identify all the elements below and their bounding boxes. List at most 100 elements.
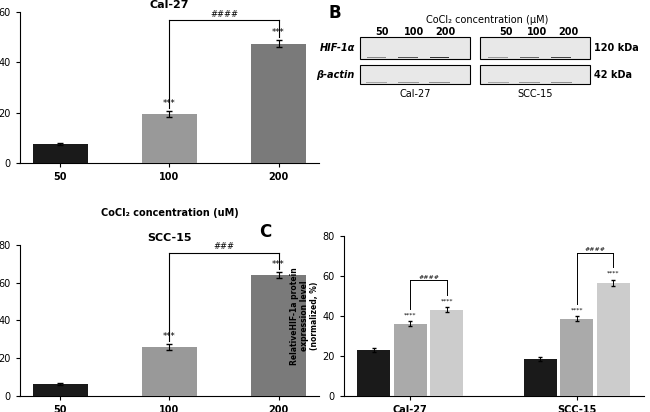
Bar: [551, 57, 571, 58]
Bar: [551, 57, 571, 58]
Bar: [551, 57, 571, 58]
Bar: [366, 82, 387, 83]
Bar: [488, 57, 508, 58]
Bar: [398, 57, 417, 58]
Bar: [398, 82, 419, 83]
Bar: [488, 57, 508, 58]
Bar: [142, 346, 197, 396]
Bar: [520, 57, 539, 58]
Bar: [429, 82, 450, 83]
Bar: [520, 57, 539, 58]
Bar: [488, 57, 508, 58]
Bar: [519, 82, 540, 83]
FancyBboxPatch shape: [360, 65, 469, 84]
Text: ****: ****: [441, 298, 453, 303]
Bar: [551, 57, 571, 58]
Bar: [429, 82, 450, 83]
Text: ####: ####: [418, 274, 439, 280]
Bar: [398, 82, 419, 83]
Bar: [430, 57, 449, 58]
Bar: [488, 82, 508, 83]
Bar: [367, 57, 386, 58]
Bar: [398, 82, 419, 83]
Bar: [398, 57, 417, 58]
Bar: [430, 57, 449, 58]
Text: β-actin: β-actin: [317, 70, 355, 80]
Bar: [551, 57, 571, 58]
Bar: [520, 57, 539, 58]
Bar: [551, 57, 571, 58]
Text: ####: ####: [210, 10, 238, 19]
Bar: [551, 57, 571, 58]
Bar: [551, 82, 571, 83]
Bar: [519, 82, 540, 83]
Bar: [366, 82, 387, 83]
Bar: [430, 57, 449, 58]
Bar: [429, 82, 450, 83]
Bar: [430, 57, 449, 58]
Bar: [488, 57, 508, 58]
Bar: [520, 57, 539, 58]
Bar: [367, 57, 386, 58]
Bar: [398, 57, 417, 58]
Bar: [398, 82, 419, 83]
Bar: [394, 324, 427, 396]
Bar: [367, 57, 386, 58]
Bar: [488, 57, 508, 58]
Bar: [142, 114, 197, 163]
Text: 50: 50: [376, 27, 389, 37]
Bar: [367, 57, 386, 58]
Text: 50: 50: [499, 27, 512, 37]
Bar: [551, 82, 571, 83]
Bar: [429, 82, 450, 83]
Bar: [367, 57, 386, 58]
Bar: [551, 82, 571, 83]
Bar: [519, 82, 540, 83]
Text: ***: ***: [272, 28, 285, 37]
Bar: [488, 57, 508, 58]
Text: ###: ###: [214, 242, 235, 251]
Bar: [520, 57, 539, 58]
Bar: [551, 82, 571, 83]
Bar: [398, 82, 419, 83]
Bar: [367, 57, 386, 58]
Bar: [551, 57, 571, 58]
Bar: [367, 57, 386, 58]
Bar: [398, 57, 417, 58]
Bar: [398, 57, 417, 58]
Bar: [551, 57, 571, 58]
Bar: [429, 82, 450, 83]
Text: CoCl₂ concentration (uM): CoCl₂ concentration (uM): [101, 208, 239, 218]
Bar: [430, 57, 449, 58]
Bar: [430, 57, 449, 58]
Bar: [398, 57, 417, 58]
Bar: [488, 82, 508, 83]
Text: ####: ####: [584, 247, 606, 252]
Bar: [398, 57, 417, 58]
Bar: [366, 82, 387, 83]
Bar: [488, 82, 508, 83]
Bar: [367, 57, 386, 58]
Bar: [398, 82, 419, 83]
Bar: [551, 57, 571, 58]
Bar: [520, 57, 539, 58]
Bar: [430, 57, 449, 58]
Bar: [520, 57, 539, 58]
Bar: [488, 57, 508, 58]
Bar: [551, 57, 571, 58]
Text: 120 kDa: 120 kDa: [594, 43, 639, 53]
Bar: [367, 57, 386, 58]
Bar: [430, 57, 449, 58]
Bar: [488, 82, 508, 83]
Bar: [520, 57, 539, 58]
Bar: [551, 82, 571, 83]
Text: 100: 100: [404, 27, 424, 37]
Bar: [366, 82, 387, 83]
Bar: [367, 57, 386, 58]
Bar: [488, 57, 508, 58]
Bar: [488, 82, 508, 83]
Bar: [429, 82, 450, 83]
FancyBboxPatch shape: [480, 37, 590, 59]
Bar: [429, 82, 450, 83]
Bar: [252, 275, 306, 396]
